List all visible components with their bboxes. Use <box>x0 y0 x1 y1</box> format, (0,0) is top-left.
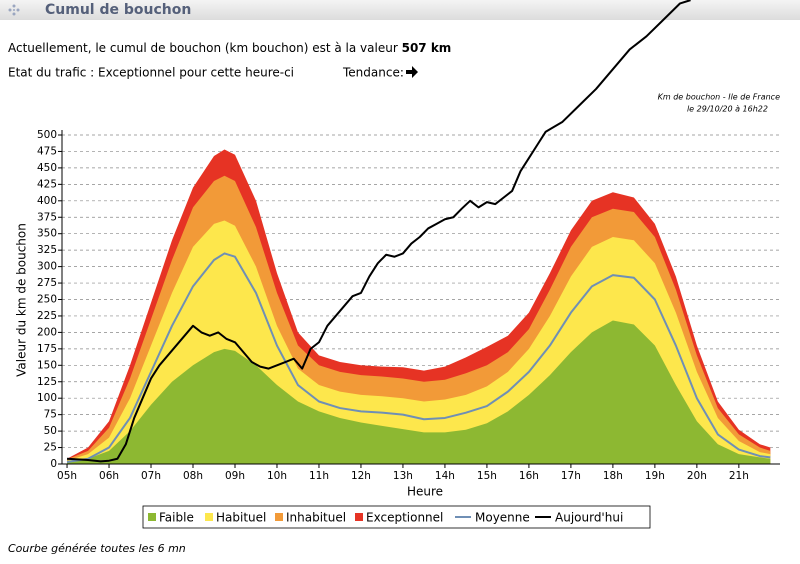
legend-label: Exceptionnel <box>366 511 443 525</box>
y-tick-label: 500 <box>37 129 57 141</box>
x-tick-label: 11h <box>309 470 329 482</box>
x-tick-label: 07h <box>141 470 161 482</box>
y-tick-label: 150 <box>37 359 57 371</box>
x-tick-label: 21h <box>729 470 749 482</box>
area <box>67 320 771 464</box>
y-tick-label: 250 <box>37 294 57 306</box>
y-tick-label: 275 <box>37 277 57 289</box>
x-tick-label: 13h <box>393 470 413 482</box>
x-tick-label: 09h <box>225 470 245 482</box>
y-tick-label: 175 <box>37 343 57 355</box>
y-tick-label: 75 <box>44 409 57 421</box>
header-bar <box>0 0 800 20</box>
y-tick-label: 25 <box>44 442 57 454</box>
x-tick-label: 17h <box>561 470 581 482</box>
legend-label: Moyenne <box>475 511 530 525</box>
x-tick-label: 05h <box>57 470 77 482</box>
x-tick-label: 15h <box>477 470 497 482</box>
line <box>66 0 691 463</box>
y-tick-label: 0 <box>50 458 57 470</box>
legend-label: Faible <box>159 511 194 525</box>
x-tick-label: 14h <box>435 470 455 482</box>
traffic-state: Etat du trafic : Exceptionnel pour cette… <box>8 66 294 80</box>
legend-label: Inhabituel <box>286 511 346 525</box>
status-text: Actuellement, le cumul de bouchon (km bo… <box>8 41 398 55</box>
legend-swatch <box>275 513 283 521</box>
x-tick-label: 10h <box>267 470 287 482</box>
x-tick-label: 19h <box>645 470 665 482</box>
legend: Faible Habituel Inhabituel Exceptionnel Moye… <box>148 511 623 525</box>
trend-arrow <box>406 66 418 78</box>
trend-label: Tendance: <box>342 66 404 80</box>
y-tick-label: 200 <box>37 326 57 338</box>
status-value: 507 km <box>402 41 452 55</box>
line <box>66 252 771 464</box>
y-tick-label: 375 <box>37 211 57 223</box>
y-tick-label: 350 <box>37 228 57 240</box>
x-tick-label: 08h <box>183 470 203 482</box>
y-tick-label: 100 <box>37 392 57 404</box>
annotation: Km de bouchon - Ile de France <box>658 93 780 102</box>
y-tick-label: 325 <box>37 244 57 256</box>
x-axis-label: Heure <box>407 485 443 499</box>
x-tick-label: 18h <box>603 470 623 482</box>
legend-swatch <box>148 513 156 521</box>
footer-note: Courbe générée toutes les 6 mn <box>8 542 186 555</box>
y-tick-label: 225 <box>37 310 57 322</box>
plot: 0 25 50 75 100 125 150 175 200 225 250 275 300 325 350… <box>37 129 780 482</box>
annotation: le 29/10/20 à 16h22 <box>687 105 768 114</box>
y-tick-label: 475 <box>37 145 57 157</box>
y-tick-label: 300 <box>37 261 57 273</box>
x-tick-label: 16h <box>519 470 539 482</box>
y-tick-label: 450 <box>37 162 57 174</box>
x-tick-label: 20h <box>687 470 707 482</box>
y-tick-label: 50 <box>44 425 57 437</box>
x-tick-label: 06h <box>99 470 119 482</box>
header-title: Cumul de bouchon <box>45 2 191 18</box>
legend-box <box>142 505 651 529</box>
legend-label: Habituel <box>216 511 266 525</box>
y-tick-label: 425 <box>37 178 57 190</box>
y-tick-label: 400 <box>37 195 57 207</box>
x-tick-label: 12h <box>351 470 371 482</box>
status-line: Actuellement, le cumul de bouchon (km bo… <box>8 41 451 55</box>
y-tick-label: 125 <box>37 376 57 388</box>
legend-swatch <box>355 513 363 521</box>
y-axis-label: Valeur du km de bouchon <box>15 223 29 377</box>
legend-swatch <box>205 513 213 521</box>
header-icon <box>8 4 20 16</box>
legend-label: Aujourd'hui <box>555 511 623 525</box>
